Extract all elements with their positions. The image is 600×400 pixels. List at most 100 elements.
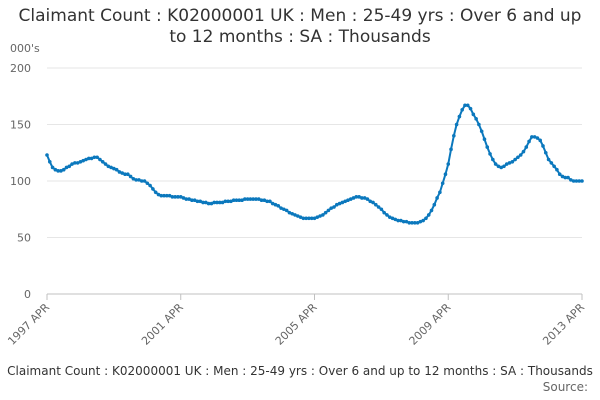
- data-point: [385, 213, 389, 217]
- y-tick-label: 100: [10, 175, 31, 188]
- data-point: [229, 199, 233, 204]
- data-point: [407, 221, 412, 225]
- x-tick-label: 2013 APR: [540, 301, 587, 348]
- data-point: [215, 200, 219, 205]
- y-tick-label: 200: [10, 62, 31, 75]
- data-point: [404, 219, 409, 224]
- data-point: [75, 161, 80, 165]
- data-point: [563, 175, 568, 180]
- data-point: [86, 156, 91, 161]
- y-tick-label: 150: [10, 119, 31, 132]
- data-point: [231, 198, 236, 203]
- data-point: [457, 114, 462, 119]
- data-point: [454, 122, 459, 127]
- data-point: [493, 162, 498, 166]
- data-point: [47, 159, 52, 164]
- data-point: [580, 179, 584, 183]
- data-point: [365, 197, 370, 201]
- y-tick-label: 0: [24, 288, 31, 301]
- data-point: [276, 204, 281, 208]
- data-point: [371, 200, 375, 205]
- data-point: [449, 147, 453, 152]
- data-point: [223, 199, 228, 204]
- data-point: [510, 159, 515, 164]
- data-point: [248, 197, 253, 201]
- data-point: [413, 221, 417, 225]
- data-point: [374, 202, 378, 207]
- data-point: [362, 196, 367, 200]
- data-point: [298, 215, 303, 219]
- data-point: [566, 175, 570, 180]
- data-point: [45, 153, 49, 157]
- data-point: [237, 198, 242, 203]
- data-point: [89, 156, 94, 161]
- data-point: [368, 199, 373, 204]
- data-point: [482, 137, 487, 141]
- data-point: [555, 167, 559, 172]
- data-point: [440, 181, 445, 186]
- data-point: [432, 202, 437, 207]
- data-point: [50, 165, 55, 170]
- data-point: [524, 145, 529, 149]
- data-point: [290, 211, 295, 216]
- data-point: [348, 197, 353, 201]
- data-point: [109, 165, 113, 170]
- data-point: [418, 219, 423, 224]
- data-point: [123, 172, 127, 177]
- data-point: [114, 167, 119, 172]
- data-point: [471, 112, 476, 117]
- data-point: [206, 201, 211, 206]
- data-point: [181, 196, 186, 200]
- data-point: [354, 195, 359, 199]
- data-point: [134, 178, 138, 182]
- data-point: [309, 216, 314, 221]
- data-point: [59, 169, 63, 173]
- data-point: [220, 200, 225, 205]
- data-point: [112, 166, 116, 171]
- data-point: [139, 179, 144, 183]
- data-point: [491, 157, 495, 162]
- data-point: [549, 161, 554, 165]
- data-point: [156, 192, 161, 197]
- data-point: [120, 171, 125, 175]
- source: Source:: [543, 380, 588, 394]
- data-point: [516, 155, 520, 160]
- data-point: [56, 169, 60, 173]
- data-point: [465, 103, 470, 108]
- data-point: [201, 200, 205, 205]
- data-point: [279, 206, 283, 210]
- data-point: [270, 201, 275, 206]
- data-point: [73, 161, 77, 165]
- data-point: [254, 197, 258, 201]
- data-point: [312, 216, 317, 221]
- data-point: [429, 208, 434, 213]
- data-point: [178, 195, 183, 199]
- data-point: [301, 216, 306, 221]
- data-point: [346, 198, 350, 203]
- y-tick-label: 50: [17, 232, 31, 245]
- data-point: [243, 197, 247, 201]
- data-point: [340, 200, 345, 205]
- x-tick-label: 1997 APR: [5, 301, 52, 348]
- data-point: [268, 199, 272, 204]
- data-point: [204, 200, 208, 205]
- data-point: [396, 218, 400, 223]
- data-point: [421, 218, 425, 223]
- data-point: [410, 221, 414, 225]
- data-point: [435, 196, 439, 200]
- data-line: [46, 104, 582, 224]
- data-point: [295, 214, 300, 218]
- data-point: [198, 199, 203, 204]
- chart-title: Claimant Count : K02000001 UK : Men : 25…: [18, 6, 582, 47]
- data-point: [485, 145, 490, 149]
- data-point: [334, 202, 339, 207]
- data-point: [343, 199, 347, 204]
- data-point: [382, 210, 386, 215]
- data-point: [452, 134, 456, 138]
- data-point: [117, 170, 122, 174]
- data-point: [137, 178, 141, 182]
- data-point: [126, 172, 130, 177]
- data-point: [287, 210, 292, 215]
- data-point: [321, 213, 325, 217]
- data-point: [499, 165, 503, 170]
